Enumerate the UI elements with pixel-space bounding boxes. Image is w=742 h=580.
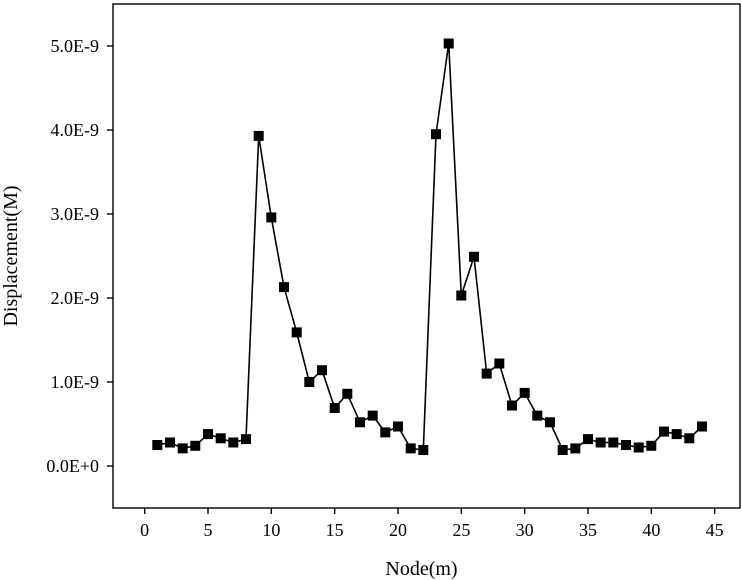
x-tick-label: 30 [516, 520, 534, 540]
data-point [671, 429, 682, 440]
data-point [494, 358, 505, 369]
data-point [583, 434, 593, 445]
data-point [291, 327, 302, 338]
x-tick-label: 10 [262, 520, 280, 540]
data-point [545, 417, 555, 428]
data-point [595, 437, 606, 448]
y-axis-title: Displacement(M) [0, 185, 22, 326]
data-point [507, 400, 517, 411]
data-point [633, 442, 644, 453]
data-point [177, 443, 188, 454]
data-point [393, 421, 403, 432]
data-point [215, 433, 226, 444]
data-point [355, 417, 365, 428]
x-tick-label: 5 [204, 520, 213, 540]
data-point [456, 290, 467, 301]
data-point [342, 388, 353, 399]
data-point [608, 437, 619, 448]
data-point [317, 365, 327, 376]
data-point [405, 443, 416, 454]
y-tick-label: 0.0E+0 [46, 456, 99, 476]
data-point [279, 282, 289, 293]
data-point [241, 434, 251, 445]
data-point [228, 437, 239, 448]
x-tick-label: 40 [642, 520, 660, 540]
data-point [557, 445, 568, 455]
y-tick-label: 4.0E-9 [51, 120, 100, 140]
data-point [659, 426, 669, 437]
data-point [203, 429, 213, 440]
x-axis-title: Node(m) [385, 558, 457, 580]
data-point [190, 440, 201, 451]
series-group [152, 38, 707, 455]
x-tick-label: 25 [452, 520, 470, 540]
data-point [684, 433, 695, 444]
data-point [621, 440, 631, 450]
series-line [157, 43, 703, 451]
y-tick-label: 2.0E-9 [51, 288, 100, 308]
x-tick-label: 45 [706, 520, 724, 540]
data-point [165, 437, 175, 448]
x-tick-label: 35 [579, 520, 597, 540]
data-point [469, 251, 479, 262]
y-tick-label: 5.0E-9 [51, 36, 100, 56]
data-point [443, 38, 454, 49]
data-point [304, 377, 315, 387]
data-point [253, 130, 264, 141]
data-point [646, 440, 657, 451]
y-tick-label: 1.0E-9 [51, 372, 100, 392]
data-point [519, 387, 530, 398]
data-point [367, 410, 378, 421]
data-point [697, 421, 707, 432]
data-point [329, 403, 340, 413]
data-point [570, 443, 581, 454]
x-tick-label: 20 [389, 520, 407, 540]
data-point [431, 129, 441, 140]
data-point [418, 445, 429, 455]
plot-frame [112, 3, 741, 509]
data-point [380, 427, 391, 438]
axes: 0 5 10 15 20 25 30 35 40 45 0.0E+0 1.0E-9 2.0E-9 3.0E… [46, 3, 741, 540]
x-tick-label: 15 [326, 520, 344, 540]
x-tick-label: 0 [140, 520, 149, 540]
data-point [481, 368, 492, 379]
y-tick-label: 3.0E-9 [51, 204, 100, 224]
data-point [152, 440, 163, 450]
data-point [532, 410, 543, 421]
data-point [266, 212, 277, 223]
